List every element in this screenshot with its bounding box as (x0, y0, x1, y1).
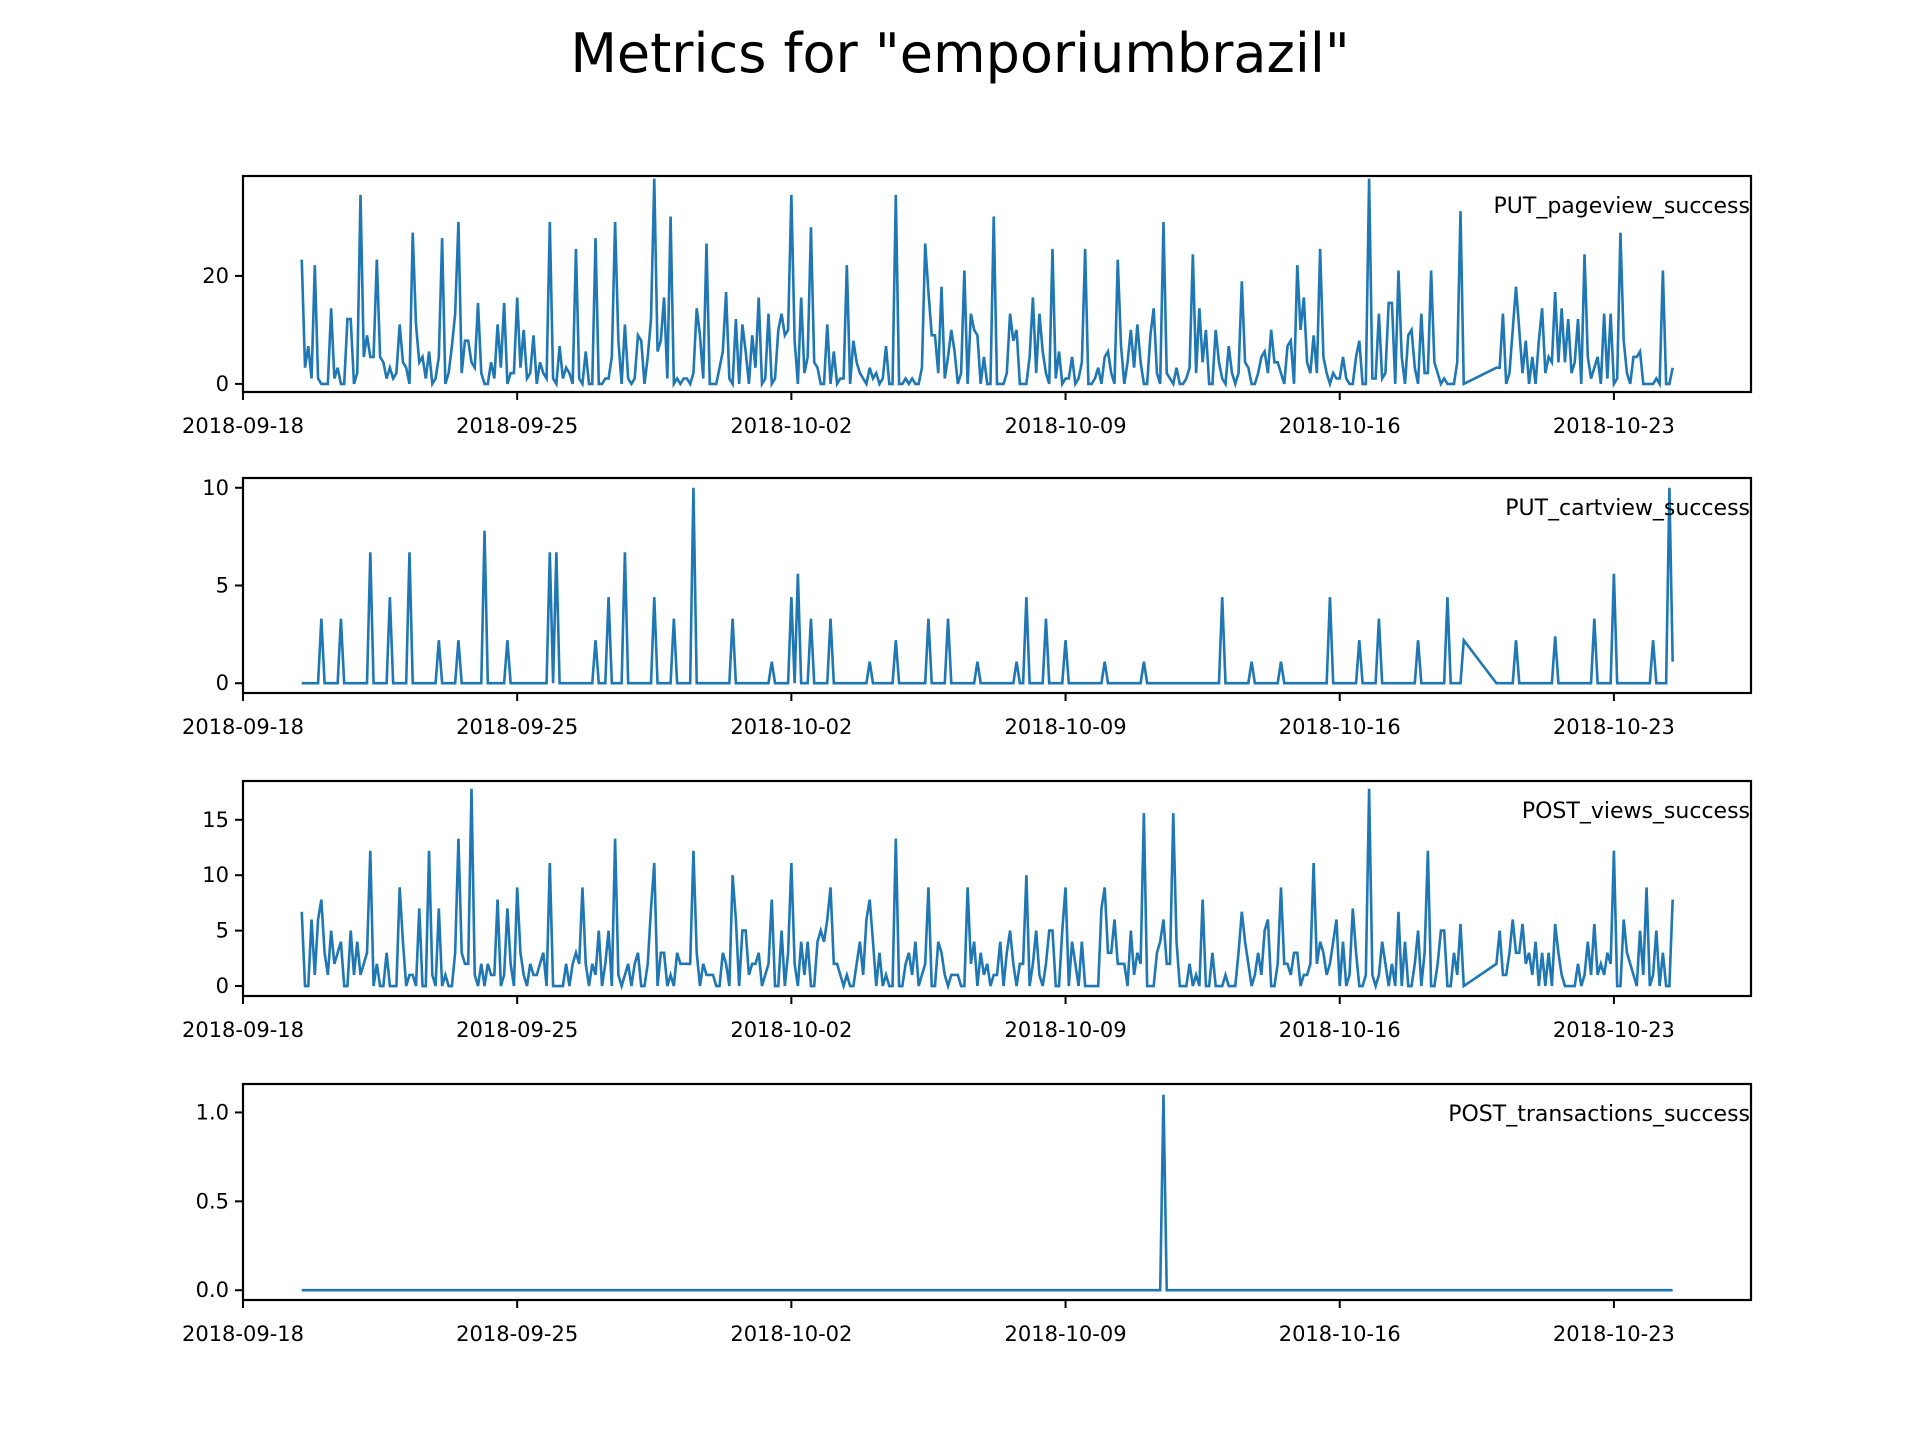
x-tick-label: 2018-09-18 (182, 1322, 304, 1346)
x-tick-label: 2018-10-16 (1279, 414, 1401, 438)
series-line (300, 788, 1674, 991)
x-tick-label: 2018-10-09 (1005, 414, 1127, 438)
x-tick-label: 2018-10-09 (1005, 1322, 1127, 1346)
y-tick-label: 5 (216, 574, 229, 598)
x-tick-label: 2018-09-25 (456, 414, 578, 438)
y-tick-label: 0 (216, 671, 229, 695)
x-tick-label: 2018-10-09 (1005, 1018, 1127, 1042)
figure-title: Metrics for "emporiumbrazil" (570, 22, 1349, 85)
y-tick-label: 20 (202, 264, 229, 288)
y-tick-label: 5 (216, 919, 229, 943)
series-label: POST_views_success (1522, 799, 1750, 824)
axes-frame (241, 174, 1753, 394)
y-tick-label: 0 (216, 372, 229, 396)
series-label: PUT_pageview_success (1494, 194, 1750, 219)
series-label: PUT_cartview_success (1505, 496, 1750, 521)
panel-PUT_pageview_success: 0 20 2018-09-18 2018-09-25 2018-10-02 2018-10… (182, 174, 1753, 438)
x-tick-label: 2018-10-23 (1553, 414, 1675, 438)
panel-POST_transactions_success: 0.0 0.5 1.0 2018-09-18 2018-09-25 2018-10-02 2… (182, 1082, 1753, 1346)
x-tick-label: 2018-09-18 (182, 414, 304, 438)
series-label: POST_transactions_success (1448, 1102, 1750, 1127)
y-tick-label: 0 (216, 974, 229, 998)
x-tick-label: 2018-10-16 (1279, 715, 1401, 739)
x-tick-label: 2018-10-02 (730, 1018, 852, 1042)
x-tick-label: 2018-09-18 (182, 1018, 304, 1042)
x-tick-label: 2018-09-18 (182, 715, 304, 739)
x-tick-label: 2018-10-09 (1005, 715, 1127, 739)
x-tick-label: 2018-10-16 (1279, 1322, 1401, 1346)
axes-frame (241, 779, 1753, 998)
y-tick-label: 10 (202, 476, 229, 500)
panel-PUT_cartview_success: 0 5 10 2018-09-18 2018-09-25 2018-10-02 2018-1… (182, 476, 1753, 739)
y-tick-label: 1.0 (196, 1100, 229, 1124)
x-tick-label: 2018-10-02 (730, 1322, 852, 1346)
y-tick-label: 15 (202, 808, 229, 832)
y-tick-label: 0.5 (196, 1189, 229, 1213)
x-tick-label: 2018-10-23 (1553, 715, 1675, 739)
series-line (301, 487, 1674, 685)
x-tick-label: 2018-10-16 (1279, 1018, 1401, 1042)
y-tick-label: 0.0 (196, 1278, 229, 1302)
x-tick-label: 2018-10-02 (730, 414, 852, 438)
y-tick-label: 10 (202, 863, 229, 887)
x-tick-label: 2018-10-23 (1553, 1018, 1675, 1042)
panel-POST_views_success: 0 5 10 15 2018-09-18 2018-09-25 2018-10-02 2018… (182, 779, 1753, 1042)
x-tick-label: 2018-09-25 (456, 1018, 578, 1042)
panels: 0 20 2018-09-18 2018-09-25 2018-10-02 2018-10… (182, 174, 1753, 1346)
x-tick-label: 2018-09-25 (456, 1322, 578, 1346)
axes-frame (241, 1082, 1753, 1302)
x-tick-label: 2018-10-23 (1553, 1322, 1675, 1346)
series-line (301, 1094, 1673, 1292)
x-tick-label: 2018-10-02 (730, 715, 852, 739)
x-tick-label: 2018-09-25 (456, 715, 578, 739)
series-line (300, 178, 1674, 389)
